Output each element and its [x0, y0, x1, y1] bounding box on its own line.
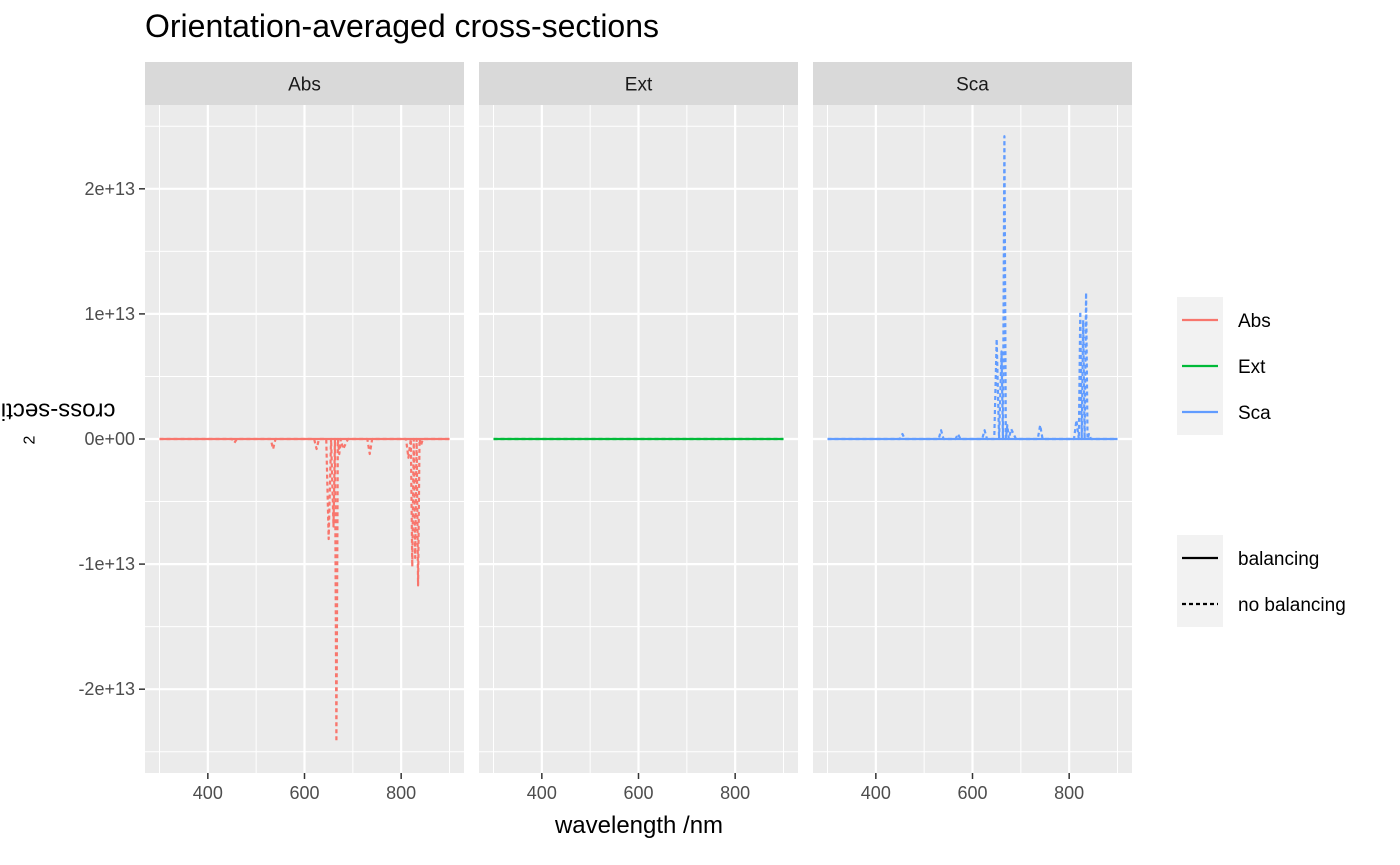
- legend-label-sca: Sca: [1238, 403, 1271, 424]
- facet-panel-ext: Ext 400 600 800: [479, 62, 798, 803]
- facet-strip: [479, 62, 798, 105]
- facet-panel-sca: Sca 400 600 800: [813, 62, 1132, 803]
- y-tick-label: -1e+13: [78, 554, 135, 574]
- legend-label-abs: Abs: [1238, 311, 1271, 332]
- legend-label-ext: Ext: [1238, 357, 1266, 378]
- legend-linetype: balancing no balancing: [1177, 535, 1346, 627]
- legend-label-no-balancing: no balancing: [1238, 595, 1346, 616]
- x-tick-label: 800: [720, 783, 750, 803]
- facet-strip: [145, 62, 464, 105]
- facet-strip-label: Abs: [288, 75, 321, 96]
- legend-key-background: [1177, 535, 1223, 627]
- chart-title: Orientation-averaged cross-sections: [145, 8, 660, 44]
- series-line-sca-no-balancing: [827, 135, 1118, 441]
- y-tick-label: 0e+00: [84, 429, 135, 449]
- x-tick-label: 600: [623, 783, 653, 803]
- x-tick-label: 600: [957, 783, 987, 803]
- facet-strip: [813, 62, 1132, 105]
- x-tick-label: 400: [861, 783, 891, 803]
- y-tick-label: -2e+13: [78, 679, 135, 699]
- legend-colour: Abs Ext Sca: [1177, 297, 1271, 435]
- y-tick-label: 2e+13: [84, 179, 135, 199]
- series-line-abs-no-balancing: [159, 437, 450, 743]
- x-axis-label: wavelength /nm: [554, 812, 724, 839]
- x-tick-label: 800: [1054, 783, 1084, 803]
- x-tick-label: 400: [193, 783, 223, 803]
- x-tick-label: 600: [289, 783, 319, 803]
- facet-strip-label: Sca: [956, 75, 989, 96]
- legend-label-balancing: balancing: [1238, 549, 1319, 570]
- x-tick-label: 800: [386, 783, 416, 803]
- y-tick-label: 1e+13: [84, 304, 135, 324]
- facet-strip-label: Ext: [625, 75, 653, 96]
- facet-panel-abs: Abs 400 600 800: [145, 62, 464, 803]
- x-tick-label: 400: [527, 783, 557, 803]
